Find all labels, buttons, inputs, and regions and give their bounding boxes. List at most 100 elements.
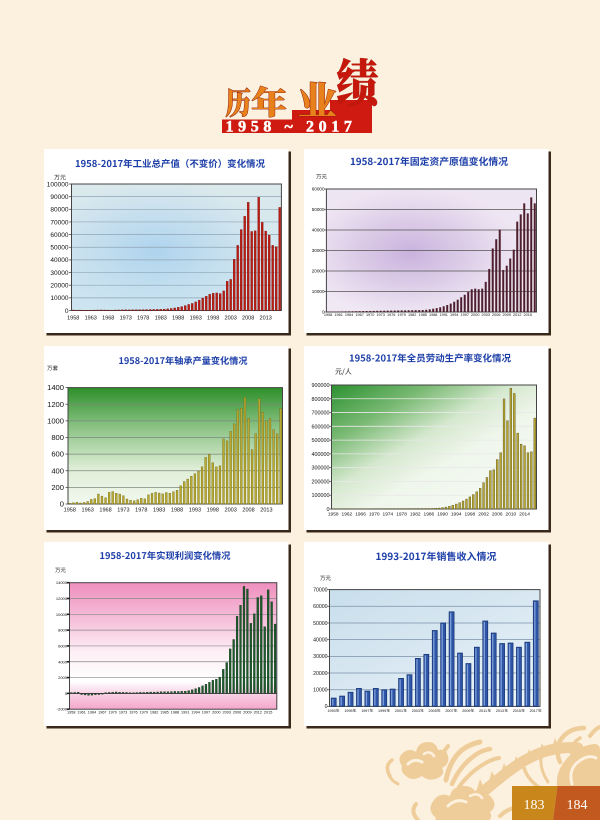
svg-text:2006: 2006 bbox=[492, 512, 503, 518]
svg-text:60000: 60000 bbox=[312, 187, 325, 192]
svg-text:1973: 1973 bbox=[119, 711, 127, 715]
svg-text:2008: 2008 bbox=[242, 508, 254, 514]
svg-text:2008: 2008 bbox=[242, 316, 254, 322]
svg-text:2013: 2013 bbox=[260, 316, 272, 322]
svg-text:1958 ~ 2017: 1958 ~ 2017 bbox=[226, 119, 357, 136]
svg-text:50000: 50000 bbox=[312, 207, 325, 212]
svg-text:90000: 90000 bbox=[50, 194, 68, 201]
svg-text:1991: 1991 bbox=[181, 711, 189, 715]
svg-text:2000: 2000 bbox=[212, 711, 220, 715]
svg-text:2012: 2012 bbox=[513, 313, 521, 317]
svg-text:400000: 400000 bbox=[312, 452, 330, 458]
svg-text:2003: 2003 bbox=[222, 711, 230, 715]
svg-text:1988: 1988 bbox=[171, 711, 179, 715]
svg-text:1973: 1973 bbox=[117, 508, 129, 514]
svg-text:2015: 2015 bbox=[264, 711, 272, 715]
svg-text:1978: 1978 bbox=[135, 508, 147, 514]
svg-text:0: 0 bbox=[325, 704, 328, 710]
svg-text:30000: 30000 bbox=[313, 654, 328, 660]
svg-text:60000: 60000 bbox=[313, 604, 328, 610]
svg-text:1976: 1976 bbox=[129, 711, 137, 715]
svg-text:0: 0 bbox=[322, 310, 325, 315]
svg-text:50000: 50000 bbox=[313, 621, 328, 627]
svg-text:1963: 1963 bbox=[85, 316, 97, 322]
svg-text:2003: 2003 bbox=[481, 313, 489, 317]
svg-text:1978: 1978 bbox=[396, 512, 407, 518]
svg-text:1993: 1993 bbox=[328, 709, 336, 713]
svg-text:1993: 1993 bbox=[190, 316, 202, 322]
svg-text:1958: 1958 bbox=[328, 512, 339, 518]
svg-text:1974: 1974 bbox=[383, 512, 394, 518]
svg-text:800: 800 bbox=[51, 433, 64, 442]
svg-text:2015: 2015 bbox=[513, 709, 521, 713]
svg-text:100000: 100000 bbox=[47, 181, 69, 188]
svg-text:1988: 1988 bbox=[171, 508, 183, 514]
svg-text:1979: 1979 bbox=[140, 711, 148, 715]
svg-text:70000: 70000 bbox=[50, 219, 68, 226]
svg-text:1963: 1963 bbox=[82, 508, 94, 514]
svg-text:2003: 2003 bbox=[225, 316, 237, 322]
svg-text:4000: 4000 bbox=[58, 659, 68, 664]
svg-text:2009: 2009 bbox=[243, 711, 251, 715]
svg-text:100000: 100000 bbox=[312, 493, 330, 499]
svg-text:1998: 1998 bbox=[207, 508, 219, 514]
svg-text:0: 0 bbox=[60, 500, 64, 509]
svg-text:2013: 2013 bbox=[260, 508, 272, 514]
svg-text:2007: 2007 bbox=[445, 709, 453, 713]
svg-text:2010: 2010 bbox=[506, 512, 517, 518]
svg-text:1997: 1997 bbox=[202, 711, 210, 715]
svg-text:2013: 2013 bbox=[496, 709, 504, 713]
svg-text:1998: 1998 bbox=[207, 316, 219, 322]
svg-text:184: 184 bbox=[567, 798, 588, 813]
svg-text:0: 0 bbox=[327, 507, 330, 513]
svg-text:2014: 2014 bbox=[519, 512, 530, 518]
svg-text:2000: 2000 bbox=[471, 313, 479, 317]
svg-text:10000: 10000 bbox=[312, 289, 325, 294]
svg-text:900000: 900000 bbox=[312, 383, 330, 389]
svg-text:50000: 50000 bbox=[50, 245, 68, 252]
svg-text:1982: 1982 bbox=[410, 512, 421, 518]
svg-text:1994: 1994 bbox=[191, 711, 199, 715]
svg-text:1958: 1958 bbox=[67, 711, 75, 715]
svg-text:1958: 1958 bbox=[324, 313, 332, 317]
svg-text:2009: 2009 bbox=[462, 709, 470, 713]
svg-text:2012: 2012 bbox=[254, 711, 262, 715]
svg-text:200: 200 bbox=[51, 483, 64, 492]
svg-text:0: 0 bbox=[65, 308, 69, 315]
svg-text:1967: 1967 bbox=[355, 313, 363, 317]
svg-text:1985: 1985 bbox=[418, 313, 426, 317]
svg-text:1964: 1964 bbox=[345, 313, 353, 317]
svg-text:1983: 1983 bbox=[155, 316, 167, 322]
svg-text:20000: 20000 bbox=[312, 269, 325, 274]
svg-text:2009: 2009 bbox=[503, 313, 511, 317]
svg-text:2002: 2002 bbox=[478, 512, 489, 518]
svg-text:1982: 1982 bbox=[408, 313, 416, 317]
svg-text:40000: 40000 bbox=[50, 257, 68, 264]
svg-text:700000: 700000 bbox=[312, 411, 330, 417]
svg-text:1962: 1962 bbox=[342, 512, 353, 518]
svg-text:1968: 1968 bbox=[102, 316, 114, 322]
svg-text:1998: 1998 bbox=[465, 512, 476, 518]
svg-text:20000: 20000 bbox=[50, 283, 68, 290]
svg-text:1970: 1970 bbox=[366, 313, 374, 317]
svg-text:1986: 1986 bbox=[424, 512, 435, 518]
svg-text:20000: 20000 bbox=[313, 671, 328, 677]
svg-text:1995: 1995 bbox=[344, 709, 352, 713]
svg-text:60000: 60000 bbox=[50, 232, 68, 239]
svg-text:1985: 1985 bbox=[160, 711, 168, 715]
svg-text:1968: 1968 bbox=[99, 508, 111, 514]
svg-text:1961: 1961 bbox=[334, 313, 342, 317]
svg-text:2011: 2011 bbox=[479, 709, 487, 713]
svg-text:2015: 2015 bbox=[524, 313, 532, 317]
svg-text:1958: 1958 bbox=[64, 508, 76, 514]
svg-text:1988: 1988 bbox=[172, 316, 184, 322]
svg-text:400: 400 bbox=[51, 466, 64, 475]
svg-text:40000: 40000 bbox=[313, 637, 328, 643]
svg-text:1982: 1982 bbox=[150, 711, 158, 715]
svg-text:2005: 2005 bbox=[429, 709, 437, 713]
svg-text:1200: 1200 bbox=[47, 400, 64, 409]
svg-text:1976: 1976 bbox=[387, 313, 395, 317]
svg-text:1994: 1994 bbox=[450, 313, 458, 317]
svg-text:-2000: -2000 bbox=[57, 707, 68, 712]
svg-text:1964: 1964 bbox=[88, 711, 96, 715]
